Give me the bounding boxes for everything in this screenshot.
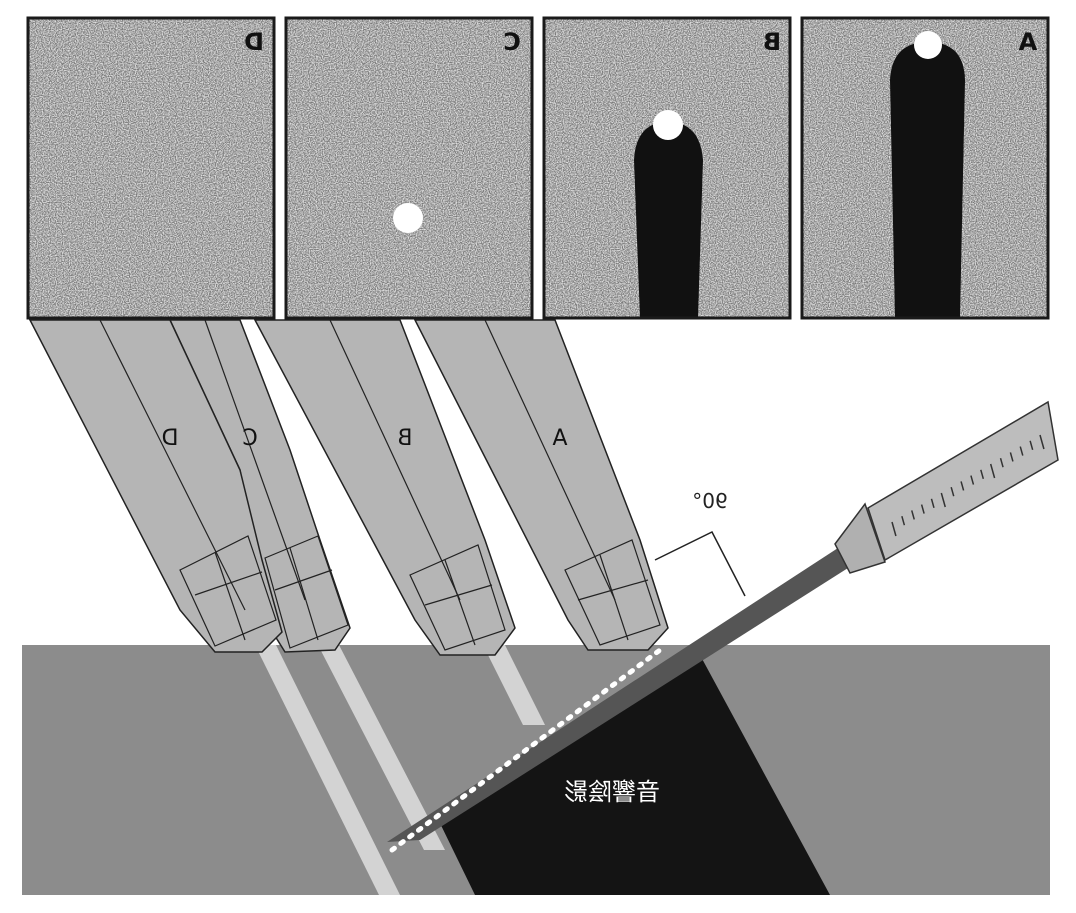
angle-label: 90° [692, 489, 727, 513]
syringe-scale-mark [999, 457, 1004, 468]
probe-tip-grid [409, 544, 506, 651]
panel-a-tip-echo [914, 31, 942, 59]
syringe-scale-mark [920, 504, 925, 514]
probe-center-line [99, 319, 246, 611]
panel-b: B [542, 16, 792, 320]
probe-tip-grid-line [424, 584, 493, 606]
probe-body [413, 319, 669, 651]
syringe-scale-mark [1019, 446, 1024, 456]
panel-a: A [800, 16, 1050, 320]
probe-center-line [329, 319, 461, 601]
ultrasound-panels: A B C D [26, 16, 1050, 320]
syringe-hub [834, 502, 886, 574]
panel-b-label: B [763, 28, 781, 56]
panel-a-frame [800, 16, 1050, 320]
panel-c-label: C [503, 28, 521, 56]
beam-b [483, 645, 545, 725]
panel-d-frame [26, 16, 276, 320]
probe-b: B [253, 319, 516, 656]
beam-c [318, 645, 445, 850]
probe-tip-grid-line [289, 547, 319, 641]
right-angle-mark [654, 531, 746, 597]
syringe-scale-mark [950, 486, 955, 497]
panel-b-needle-track [634, 122, 703, 318]
probe-c-label: C [242, 426, 257, 451]
panel-d-noise [28, 18, 274, 318]
syringe-scale-mark [989, 463, 996, 479]
syringe-scale-mark [901, 515, 906, 526]
syringe-scale-mark [1009, 452, 1014, 462]
probe-center-line [484, 319, 616, 601]
angle-bracket [654, 531, 746, 597]
probe-a-label: A [552, 426, 567, 451]
probe-tip-grid [564, 539, 661, 646]
panel-c: C [284, 16, 534, 320]
probe-tip-grid [264, 535, 349, 649]
acoustic-shadow [436, 655, 830, 895]
panel-a-needle-track [890, 42, 965, 318]
panel-c-frame [284, 16, 534, 320]
panel-d: D [26, 16, 276, 320]
syringe-scale-mark [1039, 434, 1045, 450]
syringe-barrel [867, 400, 1059, 562]
syringe [834, 400, 1059, 574]
tissue-layer: 音響陰影 [22, 548, 1050, 895]
probe-d-label: D [162, 426, 179, 451]
syringe-scale-mark [930, 498, 935, 509]
panel-c-noise [286, 18, 532, 318]
syringe-scale-mark [980, 469, 985, 480]
panel-c-tip-echo [393, 203, 423, 233]
syringe-scale-marks [891, 434, 1045, 537]
syringe-scale-mark [891, 521, 897, 537]
panel-b-frame [542, 16, 792, 320]
panel-b-tip-echo [653, 110, 683, 140]
panel-d-label: D [244, 28, 264, 56]
probes: A B C D [28, 319, 669, 656]
probe-b-label: B [397, 426, 412, 451]
probe-body [28, 319, 283, 653]
probe-tip-grid-line [274, 569, 333, 591]
probe-tip-grid-line [444, 559, 476, 646]
syringe-scale-mark [1029, 440, 1034, 451]
probe-tip-grid-line [214, 551, 246, 641]
syringe-scale-mark [940, 492, 946, 508]
probe-a: A [413, 319, 669, 651]
syringe-scale-mark [960, 481, 965, 491]
panel-a-label: A [1018, 28, 1037, 56]
probe-tip-grid [179, 535, 277, 647]
probe-body [253, 319, 516, 656]
syringe-scale-mark [970, 475, 975, 485]
shadow-label: 音響陰影 [564, 778, 660, 806]
beam-d [255, 645, 400, 895]
probe-tip-grid-line [577, 579, 649, 601]
probe-center-line [204, 319, 306, 601]
probe-d: D [28, 319, 283, 653]
probe-tip-grid-line [194, 571, 263, 596]
probe-tip-grid-line [599, 554, 629, 641]
needle-echo-dots [389, 647, 663, 853]
syringe-scale-mark [911, 510, 915, 520]
